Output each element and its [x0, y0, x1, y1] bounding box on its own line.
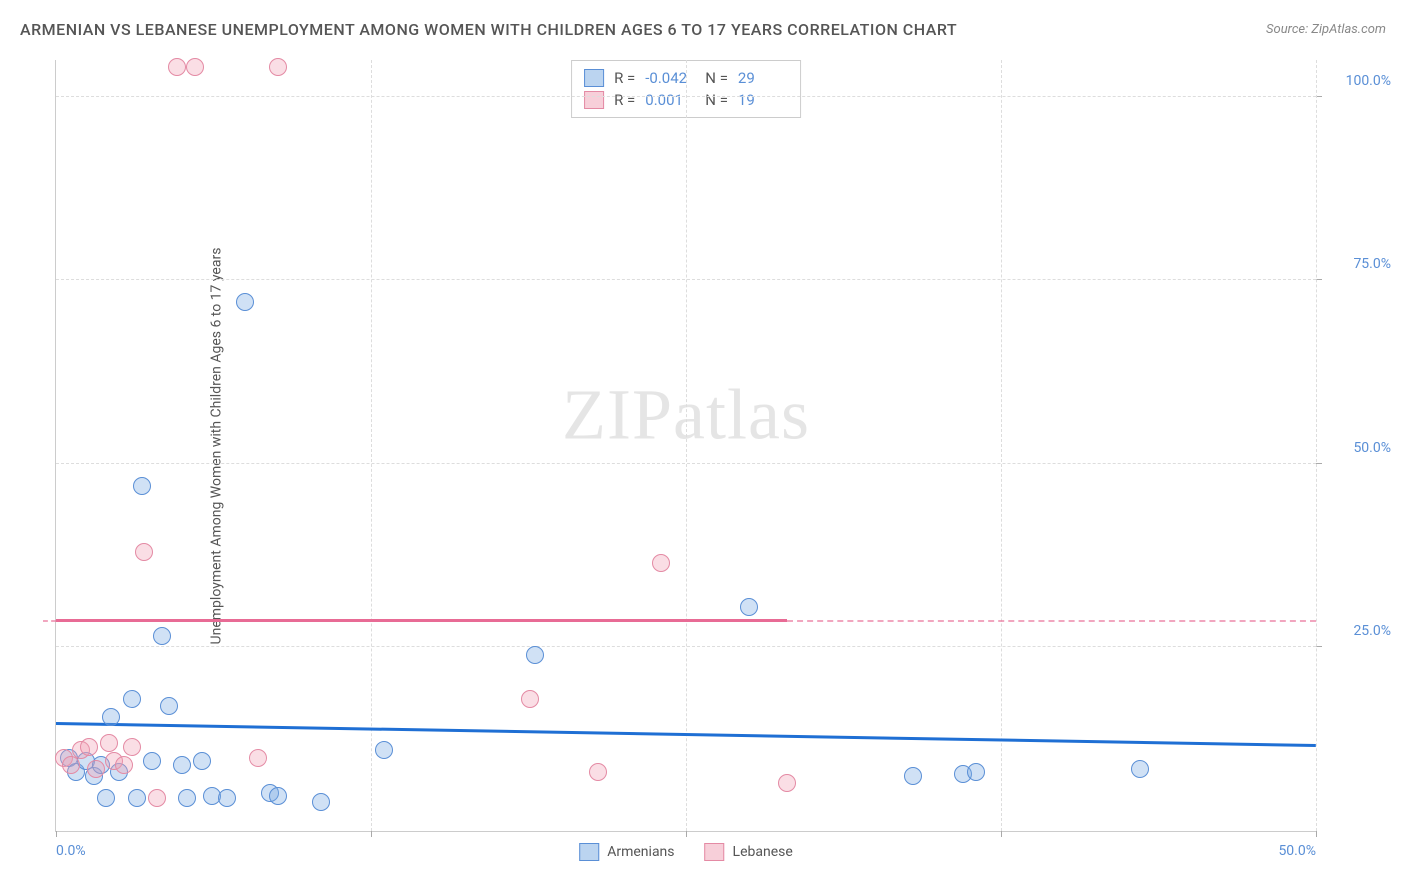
swatch-pink-icon — [584, 91, 604, 109]
data-point-lebanese — [100, 734, 118, 752]
data-point-lebanese — [168, 58, 186, 76]
bottom-legend: Armenians Lebanese — [579, 843, 793, 861]
data-point-armenians — [143, 752, 161, 770]
data-point-armenians — [97, 789, 115, 807]
watermark-bold: ZIP — [562, 374, 673, 454]
data-point-armenians — [740, 598, 758, 616]
data-point-lebanese — [778, 774, 796, 792]
data-point-armenians — [526, 646, 544, 664]
data-point-armenians — [375, 741, 393, 759]
y-tick-label: 25.0% — [1331, 623, 1391, 639]
legend-entry-lebanese: Lebanese — [705, 843, 793, 861]
swatch-pink-icon — [705, 843, 725, 861]
legend-entry-armenians: Armenians — [579, 843, 674, 861]
tick-bottom — [1316, 831, 1317, 837]
tick-bottom — [56, 831, 57, 837]
y-tick-label: 100.0% — [1331, 73, 1391, 89]
data-point-lebanese — [652, 554, 670, 572]
data-point-armenians — [193, 752, 211, 770]
data-point-lebanese — [269, 58, 287, 76]
data-point-armenians — [1131, 760, 1149, 778]
chart-container: ARMENIAN VS LEBANESE UNEMPLOYMENT AMONG … — [0, 0, 1406, 892]
data-point-armenians — [178, 789, 196, 807]
data-point-lebanese — [186, 58, 204, 76]
trend-line-lebanese-dashed — [787, 620, 1316, 622]
data-point-lebanese — [135, 543, 153, 561]
data-point-lebanese — [589, 763, 607, 781]
data-point-armenians — [160, 697, 178, 715]
r-value-lebanese: 0.001 — [645, 91, 695, 109]
n-label: N = — [705, 69, 728, 87]
tick-bottom — [686, 831, 687, 837]
trend-line-lebanese-dashed — [43, 620, 56, 622]
data-point-lebanese — [521, 690, 539, 708]
watermark-thin: atlas — [673, 374, 810, 454]
data-point-armenians — [123, 690, 141, 708]
legend-label-lebanese: Lebanese — [733, 844, 793, 860]
data-point-armenians — [269, 787, 287, 805]
plot-area: ZIPatlas R = -0.042 N = 29 R = 0.001 N =… — [55, 60, 1316, 832]
data-point-lebanese — [123, 738, 141, 756]
gridline-v — [371, 60, 372, 831]
data-point-armenians — [967, 763, 985, 781]
legend-label-armenians: Armenians — [607, 844, 674, 860]
data-point-lebanese — [80, 738, 98, 756]
swatch-blue-icon — [579, 843, 599, 861]
data-point-armenians — [133, 477, 151, 495]
source-label: Source: ZipAtlas.com — [1266, 22, 1386, 37]
data-point-lebanese — [87, 760, 105, 778]
n-value-armenians: 29 — [738, 69, 788, 87]
data-point-lebanese — [148, 789, 166, 807]
data-point-armenians — [218, 789, 236, 807]
data-point-armenians — [312, 793, 330, 811]
gridline-v — [686, 60, 687, 831]
r-label: R = — [614, 91, 635, 109]
data-point-armenians — [236, 293, 254, 311]
n-label: N = — [705, 91, 728, 109]
data-point-armenians — [128, 789, 146, 807]
data-point-armenians — [102, 708, 120, 726]
swatch-blue-icon — [584, 69, 604, 87]
tick-bottom — [1001, 831, 1002, 837]
data-point-armenians — [173, 756, 191, 774]
tick-bottom — [371, 831, 372, 837]
r-label: R = — [614, 69, 635, 87]
chart-title: ARMENIAN VS LEBANESE UNEMPLOYMENT AMONG … — [20, 20, 957, 39]
gridline-v — [1316, 60, 1317, 831]
gridline-v — [1001, 60, 1002, 831]
r-value-armenians: -0.042 — [645, 69, 695, 87]
x-tick-label: 0.0% — [56, 843, 86, 859]
trend-line-lebanese — [56, 619, 787, 622]
data-point-lebanese — [115, 756, 133, 774]
n-value-lebanese: 19 — [738, 91, 788, 109]
x-tick-label: 50.0% — [1278, 843, 1316, 859]
y-tick-label: 75.0% — [1331, 256, 1391, 272]
data-point-armenians — [153, 627, 171, 645]
data-point-lebanese — [249, 749, 267, 767]
y-tick-label: 50.0% — [1331, 440, 1391, 456]
data-point-armenians — [904, 767, 922, 785]
